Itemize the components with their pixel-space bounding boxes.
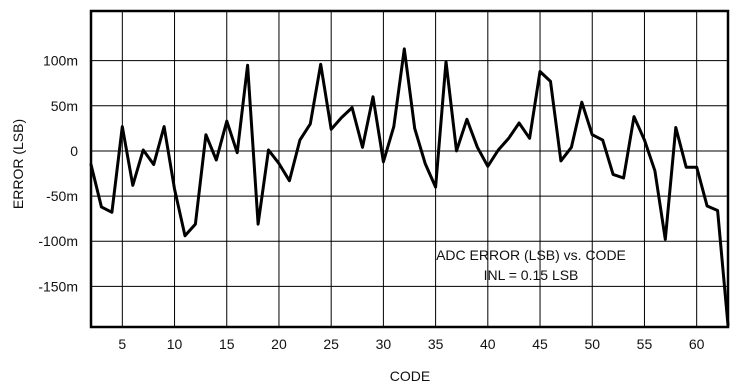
x-tick-label: 25 [323, 336, 339, 352]
x-tick-label: 45 [532, 336, 548, 352]
x-tick-label: 40 [480, 336, 496, 352]
grid-lines [91, 11, 728, 327]
x-tick-label: 35 [428, 336, 444, 352]
annotation-title: ADC ERROR (LSB) vs. CODE [436, 247, 626, 263]
x-tick-label: 15 [219, 336, 235, 352]
x-tick-label: 20 [271, 336, 287, 352]
x-tick-label: 10 [167, 336, 183, 352]
y-tick-label: -100m [38, 233, 78, 249]
x-tick-label: 30 [376, 336, 392, 352]
x-axis-title: CODE [390, 368, 430, 384]
tick-labels: 5 10 15 20 25 30 35 40 45 50 55 60 100m 50m 0 -50m -100m… [38, 53, 704, 352]
x-tick-label: 5 [118, 336, 126, 352]
data-series [89, 47, 730, 327]
y-tick-label: -150m [38, 278, 78, 294]
x-tick-label: 60 [689, 336, 705, 352]
y-tick-label: -50m [46, 188, 78, 204]
y-tick-label: 50m [51, 98, 78, 114]
x-tick-label: 55 [637, 336, 653, 352]
x-tick-label: 50 [584, 336, 600, 352]
y-tick-label: 100m [43, 53, 78, 69]
y-tick-label: 0 [70, 143, 78, 159]
error-series-line [89, 47, 730, 327]
annotation-inl: INL = 0.15 LSB [484, 267, 579, 283]
y-axis-title: ERROR (LSB) [10, 119, 26, 209]
plot-frame [89, 9, 730, 329]
